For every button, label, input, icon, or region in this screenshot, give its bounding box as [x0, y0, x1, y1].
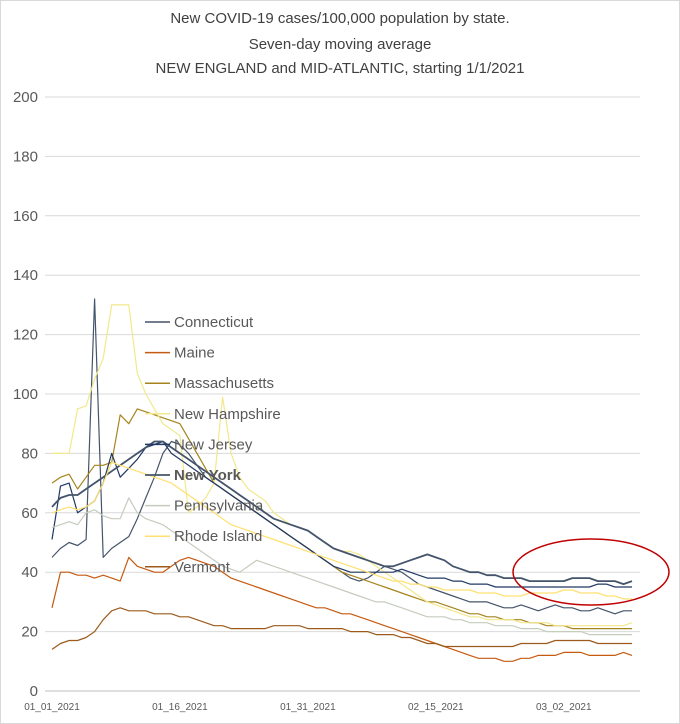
legend-label: New Hampshire: [174, 406, 281, 423]
series-line-massachusetts: [51, 408, 632, 630]
series-line-vermont: [51, 607, 632, 650]
x-tick-label: 03_02_2021: [536, 702, 592, 713]
x-tick-label: 02_15_2021: [408, 702, 464, 713]
series-line-pennsylvania: [51, 497, 632, 636]
y-tick-label: 180: [13, 148, 38, 165]
highlight-ellipse: [512, 538, 670, 606]
y-tick-label: 200: [13, 89, 38, 106]
y-tick-label: 60: [21, 505, 38, 522]
legend-label: New York: [174, 467, 242, 484]
chart-title-line-1: New COVID-19 cases/100,000 population by…: [170, 10, 510, 27]
x-tick-label: 01_01_2021: [24, 702, 80, 713]
series-line-new-hampshire: [52, 304, 633, 627]
legend-label: Pennsylvania: [174, 498, 264, 515]
x-tick-label: 01_16_2021: [152, 702, 208, 713]
legend-label: Massachusetts: [174, 375, 274, 392]
legend-label: New Jersey: [174, 436, 253, 453]
y-tick-label: 140: [13, 267, 38, 284]
legend: Connecticut Maine Massachusetts New Hampshi…: [145, 314, 281, 576]
chart-title-line-2: Seven-day moving average: [248, 36, 432, 53]
y-tick-label: 160: [13, 208, 38, 225]
series-line-rhode-island: [51, 461, 632, 600]
chart-title-line-3: NEW ENGLAND and MID-ATLANTIC, starting 1…: [155, 60, 525, 77]
x-axis-ticks: 01_01_2021 01_16_2021 01_31_2021 02_15_2021…: [24, 702, 592, 713]
y-axis-ticks: 0 20 40 60 80 100 120 140 160 180 200: [13, 89, 38, 700]
y-tick-label: 120: [13, 327, 38, 344]
y-tick-label: 20: [21, 624, 38, 641]
y-tick-label: 100: [13, 386, 38, 403]
legend-label: Vermont: [174, 559, 231, 576]
series-lines: [51, 298, 633, 662]
gridlines: [45, 96, 640, 692]
y-tick-label: 40: [21, 564, 38, 581]
series-line-new-york: [51, 440, 633, 585]
series-line-maine: [51, 556, 633, 662]
legend-label: Connecticut: [174, 314, 254, 331]
y-tick-label: 0: [30, 683, 38, 700]
x-tick-label: 01_31_2021: [280, 702, 336, 713]
legend-label: Rhode Island: [174, 528, 262, 545]
y-tick-label: 80: [21, 445, 38, 462]
legend-label: Maine: [174, 345, 215, 362]
